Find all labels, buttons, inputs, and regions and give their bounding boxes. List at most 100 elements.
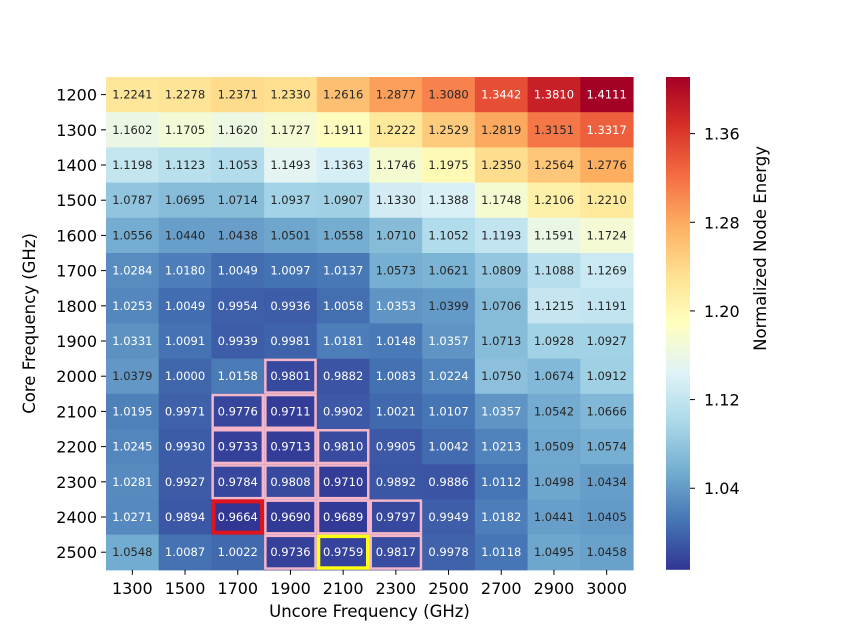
heatmap-cell [106,112,160,148]
heatmap-cell [369,182,423,219]
cell-value-label: 0.9971 [165,404,205,418]
heatmap-cell [158,464,212,500]
heatmap-cell [158,112,212,148]
heatmap-cell [211,112,265,148]
heatmap-cell [474,253,529,289]
x-tick-label: 2500 [428,579,469,598]
heatmap-cell [474,112,529,148]
cell-value-label: 0.9930 [165,440,205,454]
heatmap-cell [106,288,160,324]
heatmap-cell [527,147,581,184]
cell-value-label: 0.9776 [218,404,258,418]
heatmap-cell [474,534,529,571]
cell-value-label: 1.0495 [534,545,574,559]
heatmap-cell [264,429,318,465]
y-tick-label: 2500 [56,543,97,562]
cell-value-label: 1.3151 [534,123,574,137]
cell-value-label: 1.1591 [534,228,574,242]
cell-value-label: 0.9981 [270,334,310,348]
cell-value-label: 0.9784 [218,475,258,489]
cell-value-label: 1.2819 [481,123,521,137]
heatmap-cell [369,358,423,395]
highlight-box [264,499,317,535]
cell-value-label: 1.0224 [428,369,468,383]
cell-value-label: 1.2330 [270,88,310,102]
heatmap-cell [580,393,634,430]
cell-value-label: 1.0556 [112,228,152,242]
y-tick-label: 2300 [56,473,97,492]
heatmap-cell [474,464,529,500]
cell-value-label: 1.0181 [323,334,363,348]
y-tick-label: 1600 [56,226,97,245]
heatmap-cell [580,499,634,536]
heatmap-cell [474,499,529,536]
heatmap-cell [580,288,634,324]
heatmap-cell [422,393,476,430]
cell-value-label: 1.0809 [481,264,521,278]
heatmap-cell [158,182,212,219]
heatmap-cell [527,464,581,500]
cell-value-label: 1.1705 [165,123,205,137]
heatmap-cell [106,323,160,360]
cell-value-label: 1.0353 [376,299,416,313]
cell-value-label: 1.1191 [587,299,627,313]
cell-value-label: 0.9689 [323,510,363,524]
cell-value-label: 1.0042 [428,440,468,454]
cell-value-label: 1.0441 [534,510,574,524]
cell-value-label: 0.9664 [218,510,258,524]
highlight-box [369,534,423,570]
highlight-box [264,534,317,570]
heatmap-cell [211,288,265,324]
colorbar [666,77,690,570]
heatmap-cell [211,77,265,113]
cell-value-label: 1.0180 [165,264,205,278]
cell-value-label: 1.2616 [323,88,363,102]
heatmap-cell [474,393,529,430]
heatmap-cell [369,288,423,324]
heatmap-cell [316,358,371,395]
heatmap-cell [474,147,529,184]
heatmap-cell [158,77,212,113]
cell-value-label: 1.0713 [481,334,521,348]
heatmap-cell [369,77,423,113]
colorbar-tick-label: 1.12 [704,391,740,410]
cell-value-label: 1.1088 [534,264,574,278]
cell-value-label: 1.2529 [428,123,468,137]
cell-value-label: 1.4111 [587,88,627,102]
cell-value-label: 1.1975 [428,158,468,172]
cell-value-label: 1.0331 [112,334,152,348]
heatmap-cell [264,534,318,571]
cell-value-label: 0.9927 [165,475,205,489]
y-axis-ticks: 1200 1300 1400 1500 1600 1700 1800 1900 2000 2100… [56,86,106,562]
cell-value-label: 1.0558 [323,228,363,242]
heatmap-cell [527,323,581,360]
cell-value-label: 1.2278 [165,88,205,102]
heatmap-cell [422,112,476,148]
cell-value-label: 0.9949 [428,510,468,524]
heatmap-cell [316,499,371,536]
highlight-box [264,393,317,429]
heatmap-cell [422,253,476,289]
heatmap-cell [369,393,423,430]
cell-value-label: 0.9710 [323,475,363,489]
highlight-box [211,393,265,429]
cell-value-label: 0.9733 [218,440,258,454]
cell-value-label: 1.0213 [481,440,521,454]
x-tick-label: 1300 [112,579,153,598]
cell-value-label: 1.0083 [376,369,416,383]
heatmap-cell [158,358,212,395]
y-tick-label: 1400 [56,156,97,175]
heatmap-cell [106,429,160,465]
cell-value-label: 0.9713 [270,440,310,454]
y-tick-label: 1500 [56,191,97,210]
heatmap-cell [316,182,371,219]
highlight-box [211,429,265,465]
heatmap-cell [369,147,423,184]
cell-value-label: 1.0284 [112,264,152,278]
heatmap-cell [106,147,160,184]
cell-value-label: 1.0405 [587,510,627,524]
y-tick-label: 1800 [56,297,97,316]
heatmap-cell [316,393,371,430]
cell-value-label: 1.1215 [534,299,574,313]
highlight-box [264,464,317,500]
